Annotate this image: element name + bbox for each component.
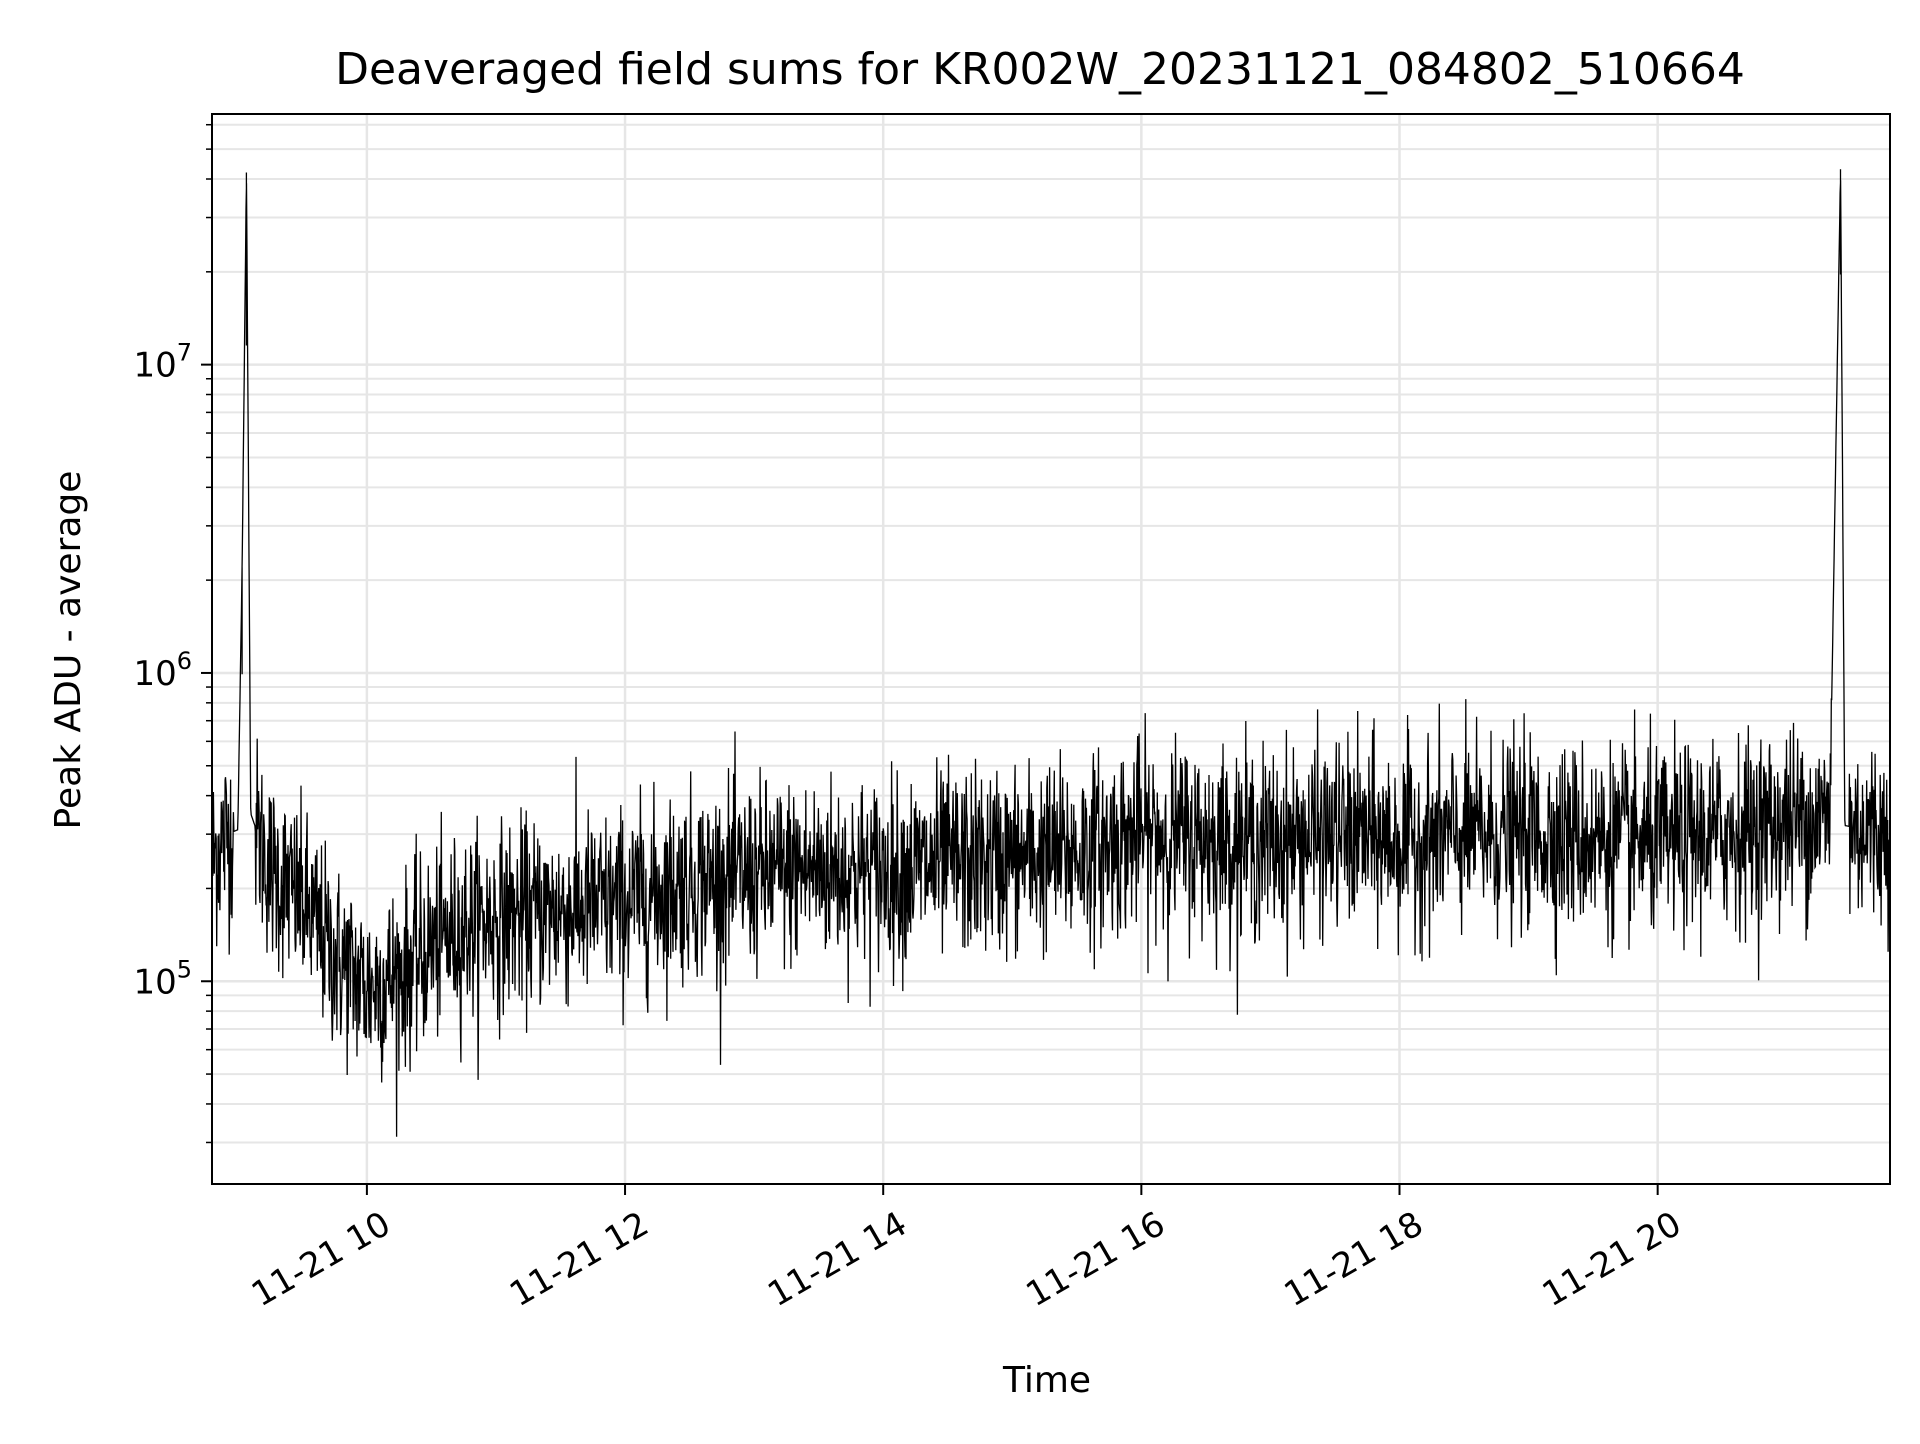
plot-frame — [211, 113, 1891, 1185]
series-line-0 — [212, 169, 1890, 1137]
y-axis: 105 106 107 — [133, 123, 212, 1144]
y-axis-label: Peak ADU - average — [48, 471, 89, 830]
y-tick-label: 105 — [133, 955, 192, 1002]
chart-title: Deaveraged field sums for KR002W_2023112… — [335, 44, 1745, 95]
plot-area — [212, 169, 1890, 1137]
series-group — [212, 169, 1890, 1137]
y-tick-label: 107 — [133, 339, 192, 386]
y-tick-label: 106 — [133, 647, 192, 694]
x-axis-label: Time — [1002, 1360, 1091, 1401]
